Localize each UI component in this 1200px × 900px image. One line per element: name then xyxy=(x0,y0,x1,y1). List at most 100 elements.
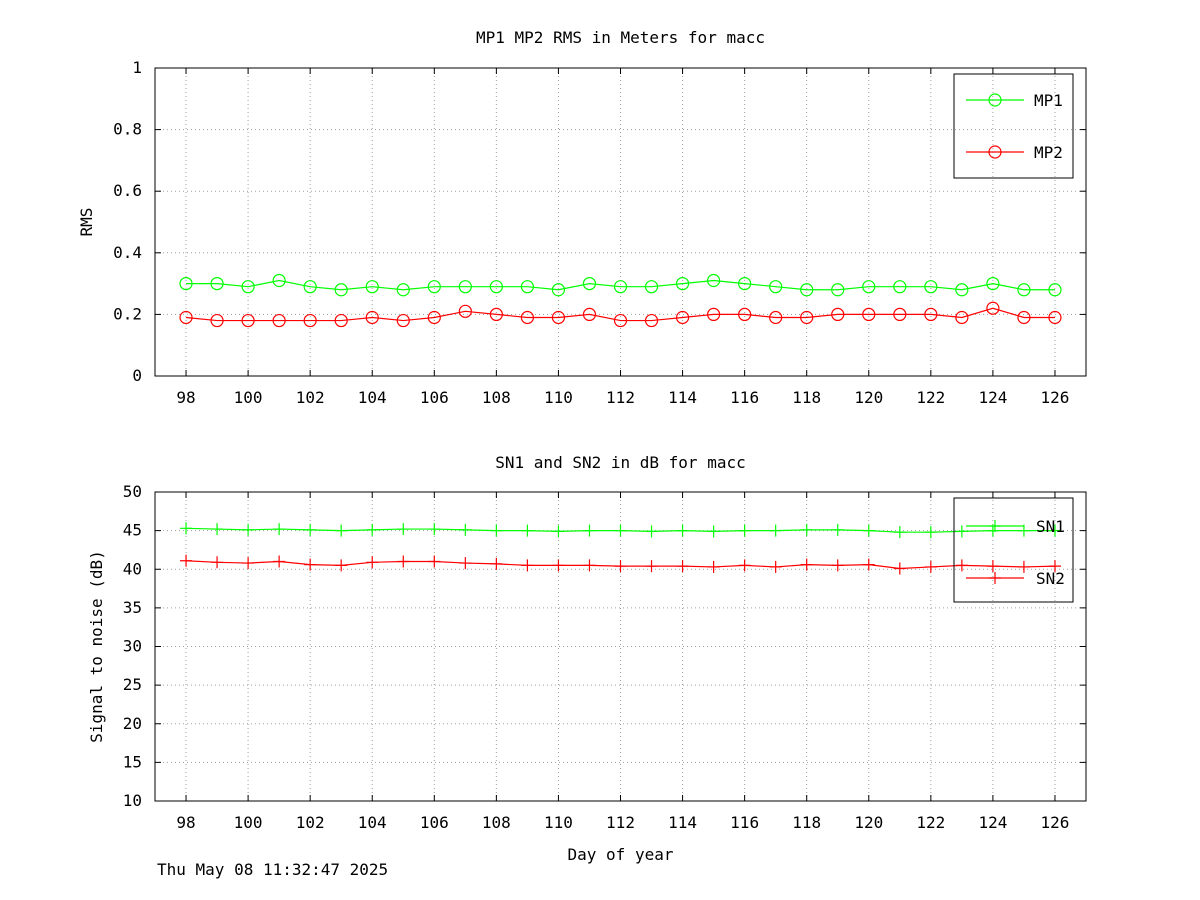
data-point xyxy=(924,307,938,321)
plus-marker xyxy=(490,557,503,570)
plus-marker xyxy=(521,559,534,572)
plus-marker xyxy=(366,523,379,536)
data-point xyxy=(1048,560,1061,573)
y-tick-label: 20 xyxy=(123,714,142,733)
data-point xyxy=(800,310,814,325)
data-point xyxy=(366,556,379,569)
timestamp: Thu May 08 11:32:47 2025 xyxy=(157,860,389,879)
data-point xyxy=(241,280,255,294)
legend-entry-mp1: MP1 xyxy=(966,91,1063,110)
data-point xyxy=(675,277,690,291)
data-point xyxy=(180,522,193,535)
x-tick-label: 102 xyxy=(296,388,325,407)
data-point xyxy=(210,277,224,291)
plus-marker xyxy=(831,523,844,536)
plus-marker xyxy=(769,524,782,537)
data-point xyxy=(893,280,907,294)
x-tick-label: 116 xyxy=(730,388,759,407)
x-tick-label: 122 xyxy=(916,388,945,407)
legend-label: MP2 xyxy=(1034,143,1063,162)
legend-box xyxy=(953,497,1074,603)
plus-marker xyxy=(242,523,255,536)
data-point xyxy=(613,313,628,328)
x-tick-label: 118 xyxy=(792,813,821,832)
plus-marker xyxy=(676,524,689,537)
data-point xyxy=(1017,283,1031,297)
series-mp2 xyxy=(179,301,1062,328)
plus-marker xyxy=(211,523,224,536)
plus-marker xyxy=(273,555,286,568)
x-tick-label: 104 xyxy=(358,388,387,407)
data-point xyxy=(210,313,224,328)
data-point xyxy=(365,280,379,294)
plus-marker xyxy=(955,525,968,538)
data-point xyxy=(675,310,690,325)
data-point xyxy=(242,557,255,570)
data-point xyxy=(583,524,596,537)
data-point xyxy=(490,557,503,570)
data-point xyxy=(924,280,938,294)
data-point xyxy=(831,307,845,321)
data-point xyxy=(955,310,969,325)
x-axis-label: Day of year xyxy=(568,845,674,864)
data-point xyxy=(644,280,659,294)
legend-entry-sn2: SN2 xyxy=(966,569,1065,588)
plot-frame xyxy=(154,67,1087,377)
legend-swatch-marker xyxy=(988,93,1002,107)
data-point xyxy=(552,525,565,538)
data-point xyxy=(831,523,844,536)
data-point xyxy=(986,277,1000,291)
x-tick-label: 108 xyxy=(482,813,511,832)
data-point xyxy=(303,313,317,328)
data-point xyxy=(551,283,566,297)
plus-marker xyxy=(676,560,689,573)
plus-marker xyxy=(893,526,906,539)
y-tick-label: 25 xyxy=(123,675,142,694)
chart-2: 98 100 102 104 106 108 110 112 114 116 118 120 122 12… xyxy=(87,453,1087,864)
y-tick-label: 0.4 xyxy=(113,243,142,262)
chart-1: 98 100 102 104 106 108 110 112 114 116 118 120 122 12… xyxy=(77,28,1087,407)
data-point xyxy=(707,560,720,573)
chart-title: SN1 and SN2 in dB for macc xyxy=(495,453,745,472)
plus-marker xyxy=(428,523,441,536)
plus-marker xyxy=(583,559,596,572)
plus-marker xyxy=(366,556,379,569)
data-point xyxy=(428,523,441,536)
plus-marker xyxy=(335,559,348,572)
x-tick-label: 104 xyxy=(358,813,387,832)
data-point xyxy=(707,525,720,538)
data-point xyxy=(893,562,906,575)
legend-box xyxy=(953,73,1074,179)
y-tick-label: 40 xyxy=(123,559,142,578)
x-tick-label: 114 xyxy=(668,388,697,407)
x-tick-label: 126 xyxy=(1041,813,1070,832)
data-point xyxy=(490,524,503,537)
data-point xyxy=(738,559,751,572)
data-point xyxy=(644,313,659,328)
y-tick-label: 0.2 xyxy=(113,304,142,323)
chart-title: MP1 MP2 RMS in Meters for macc xyxy=(476,28,765,47)
data-point xyxy=(986,524,999,537)
legend-entry-mp2: MP2 xyxy=(966,143,1063,162)
data-point xyxy=(893,526,906,539)
data-point xyxy=(986,560,999,573)
data-point xyxy=(706,273,721,288)
x-tick-label: 124 xyxy=(978,813,1007,832)
plus-marker xyxy=(552,559,565,572)
data-point xyxy=(458,304,472,318)
data-point xyxy=(272,273,286,288)
grid-lines xyxy=(155,68,1086,376)
data-point xyxy=(334,313,348,328)
plus-marker xyxy=(459,557,472,570)
data-point xyxy=(211,556,224,569)
x-tick-label: 100 xyxy=(234,813,263,832)
data-point xyxy=(613,280,628,294)
data-point xyxy=(800,523,813,536)
x-tick-label: 120 xyxy=(854,388,883,407)
legend-swatch-marker xyxy=(989,572,1001,584)
plus-marker xyxy=(428,555,441,568)
plus-marker xyxy=(304,558,317,571)
data-point xyxy=(365,310,379,325)
x-tick-label: 98 xyxy=(176,813,195,832)
data-point xyxy=(769,310,783,325)
